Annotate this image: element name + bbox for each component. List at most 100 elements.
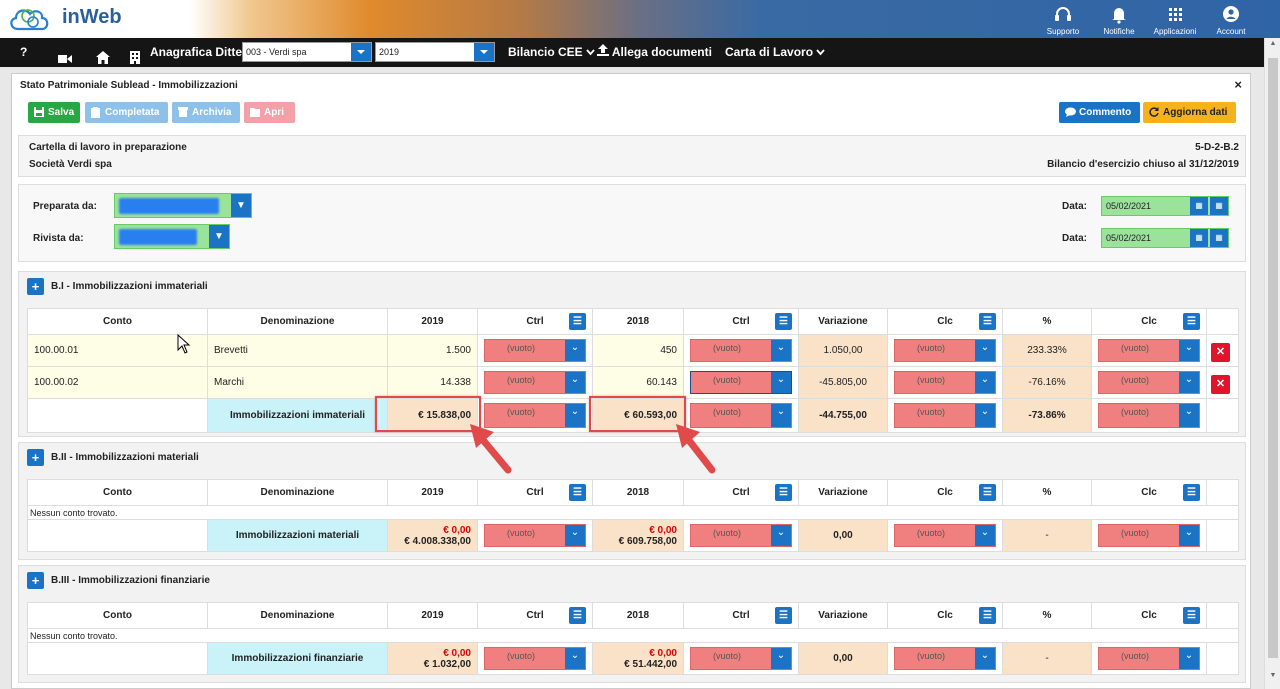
col-2019: 2019: [387, 602, 478, 629]
rivista-select[interactable]: ▼: [114, 224, 230, 249]
account-button[interactable]: Account: [1201, 3, 1261, 36]
aggiorna-dati-button[interactable]: Aggiorna dati: [1143, 102, 1236, 123]
menu-icon[interactable]: ☰: [569, 484, 586, 501]
menu-icon[interactable]: ☰: [1183, 607, 1200, 624]
carta-di-lavoro-menu[interactable]: Carta di Lavoro: [725, 38, 826, 67]
menu-icon[interactable]: ☰: [775, 313, 792, 330]
delete-row-button[interactable]: ✕: [1211, 343, 1230, 362]
calendar-icon[interactable]: ▦: [1190, 197, 1208, 215]
calendar-icon[interactable]: ▦: [1190, 229, 1208, 247]
company-select[interactable]: 003 - Verdi spa: [242, 42, 372, 62]
ctrl-select[interactable]: (vuoto) ⌄: [484, 339, 586, 362]
plus-icon[interactable]: +: [27, 449, 44, 466]
total-pct: -: [1002, 642, 1092, 675]
menu-icon[interactable]: ☰: [979, 313, 996, 330]
chevron-down-icon: ⌄: [1179, 648, 1199, 669]
col-clc-2: Clc ☰: [1091, 308, 1207, 335]
clc-select[interactable]: (vuoto) ⌄: [1098, 403, 1200, 428]
help-button[interactable]: ?: [20, 45, 28, 59]
clc-select[interactable]: (vuoto) ⌄: [894, 371, 996, 394]
clc-select[interactable]: (vuoto) ⌄: [894, 524, 996, 547]
support-label: Supporto: [1046, 27, 1080, 36]
menu-icon[interactable]: ☰: [1183, 313, 1200, 330]
clc-select[interactable]: (vuoto) ⌄: [894, 339, 996, 362]
archivia-button[interactable]: Archivia: [172, 102, 240, 123]
support-button[interactable]: Supporto: [1033, 3, 1093, 36]
ctrl-cell: (vuoto) ⌄: [477, 519, 593, 552]
data-rivista-field[interactable]: 05/02/2021 ▦ ▦: [1101, 228, 1229, 248]
salva-button[interactable]: Salva: [28, 102, 80, 123]
clc-select[interactable]: (vuoto) ⌄: [1098, 524, 1200, 547]
clc-select[interactable]: (vuoto) ⌄: [1098, 339, 1200, 362]
scroll-thumb[interactable]: [1268, 58, 1278, 658]
clc-select-value: (vuoto): [917, 375, 946, 385]
scroll-up-icon[interactable]: ▲: [1269, 40, 1277, 47]
allega-documenti-button[interactable]: Allega documenti: [597, 38, 712, 67]
ctrl-select[interactable]: (vuoto) ⌄: [690, 524, 792, 547]
data-preparata-field[interactable]: 05/02/2021 ▦ ▦: [1101, 196, 1229, 216]
total-2018-a: € 0,00: [649, 524, 677, 536]
ctrl-select[interactable]: (vuoto) ⌄: [690, 339, 792, 362]
close-icon[interactable]: ×: [1234, 77, 1242, 92]
clc-select[interactable]: (vuoto) ⌄: [1098, 371, 1200, 394]
col-ctrl-1: Ctrl ☰: [477, 308, 593, 335]
gb-cloud-logo-icon: [10, 9, 49, 31]
scrollbar[interactable]: ▲ ▼: [1264, 38, 1280, 689]
apri-button[interactable]: Apri: [244, 102, 295, 123]
clc-cell: (vuoto) ⌄: [1091, 366, 1207, 399]
plus-icon[interactable]: +: [27, 572, 44, 589]
menu-icon[interactable]: ☰: [569, 607, 586, 624]
applications-label: Applicazioni: [1153, 27, 1197, 36]
menu-icon[interactable]: ☰: [1183, 484, 1200, 501]
action-cell: [1206, 398, 1239, 433]
completata-button[interactable]: Completata: [85, 102, 168, 123]
notifications-button[interactable]: Notifiche: [1089, 3, 1149, 36]
plus-icon[interactable]: +: [27, 278, 44, 295]
ctrl-select[interactable]: (vuoto) ⌄: [484, 403, 586, 428]
clc-select[interactable]: (vuoto) ⌄: [894, 647, 996, 670]
applications-button[interactable]: Applicazioni: [1145, 3, 1205, 36]
col-2019: 2019: [387, 308, 478, 335]
chevron-down-icon: ⌄: [565, 372, 585, 393]
menu-icon[interactable]: ☰: [569, 313, 586, 330]
menu-icon[interactable]: ☰: [979, 484, 996, 501]
home-button[interactable]: [96, 46, 110, 64]
col-denominazione: Denominazione: [207, 308, 388, 335]
calendar-icon[interactable]: ▦: [1210, 197, 1228, 215]
year-select[interactable]: 2019: [375, 42, 495, 62]
ctrl-select-focused[interactable]: (vuoto) ⌄: [690, 371, 792, 394]
ctrl-select[interactable]: (vuoto) ⌄: [690, 647, 792, 670]
delete-row-button[interactable]: ✕: [1211, 375, 1230, 394]
clc-cell: (vuoto) ⌄: [887, 519, 1003, 552]
action-cell: [1206, 642, 1239, 675]
ctrl-select[interactable]: (vuoto) ⌄: [484, 371, 586, 394]
ctrl-select-value: (vuoto): [713, 407, 742, 417]
chevron-down-icon: ⌄: [975, 404, 995, 427]
menu-icon[interactable]: ☰: [979, 607, 996, 624]
empty-message: Nessun conto trovato.: [27, 628, 1239, 643]
annotation-arrow-icon: [676, 424, 716, 474]
total-2019-b: € 4.008.338,00: [404, 535, 471, 547]
col-clc-1: Clc ☰: [887, 479, 1003, 506]
clc-select[interactable]: (vuoto) ⌄: [1098, 647, 1200, 670]
preparata-select[interactable]: ▼: [114, 193, 252, 218]
menu-icon[interactable]: ☰: [775, 484, 792, 501]
col-ctrl-1: Ctrl ☰: [477, 602, 593, 629]
video-button[interactable]: [58, 47, 72, 63]
section-finanziarie: + B.III - Immobilizzazioni finanziarie C…: [18, 565, 1246, 683]
ctrl-select[interactable]: (vuoto) ⌄: [484, 647, 586, 670]
clc-select[interactable]: (vuoto) ⌄: [894, 403, 996, 428]
scroll-down-icon[interactable]: ▼: [1269, 672, 1277, 679]
menu-icon[interactable]: ☰: [775, 607, 792, 624]
save-icon: [34, 102, 44, 125]
calendar-icon[interactable]: ▦: [1210, 229, 1228, 247]
commento-button[interactable]: Commento: [1059, 102, 1140, 123]
chevron-down-icon: ⌄: [975, 525, 995, 546]
ctrl-select[interactable]: (vuoto) ⌄: [690, 403, 792, 428]
bilancio-cee-menu[interactable]: Bilancio CEE: [508, 38, 595, 67]
bell-icon: [1112, 8, 1126, 24]
col-clc-label: Clc: [1141, 316, 1157, 327]
denominazione-cell: Brevetti: [207, 334, 388, 367]
col-clc-label: Clc: [1141, 487, 1157, 498]
ctrl-select[interactable]: (vuoto) ⌄: [484, 524, 586, 547]
